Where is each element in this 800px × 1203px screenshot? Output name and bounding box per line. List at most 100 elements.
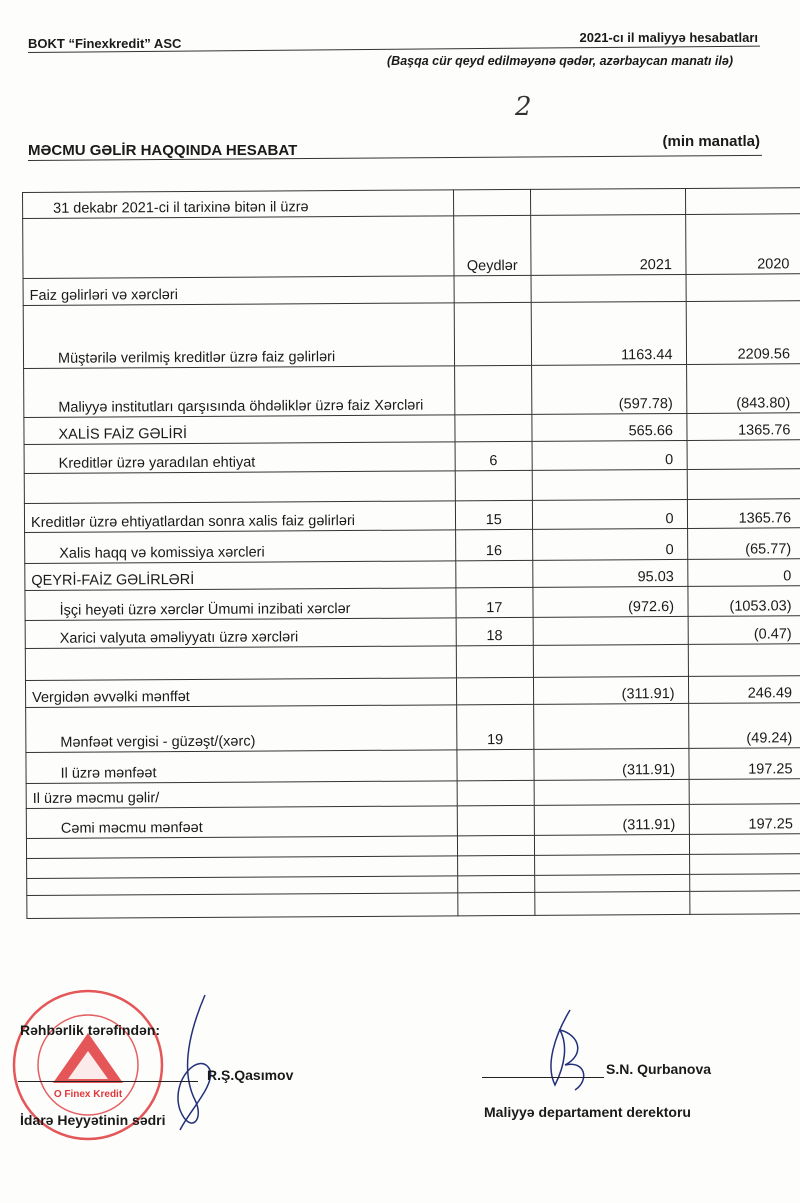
row-label: QEYRİ-FAİZ GƏLİRLƏRİ — [24, 560, 456, 591]
row-note: 17 — [455, 587, 533, 618]
table-row — [26, 890, 800, 919]
row-note: 18 — [455, 617, 533, 646]
row-value-2021 — [532, 616, 689, 646]
row-note — [454, 414, 532, 442]
row-note — [456, 749, 534, 781]
row-value-2021: 0 — [531, 440, 688, 471]
company-name: BOKT “Finexkredit” ASC — [28, 36, 182, 51]
signature-left — [177, 994, 212, 1131]
row-label: XALİS FAİZ GƏLİRİ — [23, 414, 455, 445]
row-label: İşçi heyəti üzrə xərclər Ümumi inzibati … — [24, 587, 456, 621]
column-header-2021: 2021 — [530, 214, 687, 276]
row-note — [457, 805, 535, 836]
left-signer-position: İdarə Heyyətinin sədri — [20, 1112, 166, 1128]
row-label: Vergidən əvvəlki mənffət — [25, 677, 457, 708]
income-statement-table: 31 dekabr 2021-ci il tarixinə bitən il ü… — [22, 187, 800, 919]
handwritten-page-number: 2 — [515, 92, 532, 122]
row-value-2021: (311.91) — [533, 676, 690, 705]
row-label — [26, 835, 458, 859]
row-note — [457, 835, 535, 856]
unit-label: (min manatla) — [662, 133, 760, 150]
row-label: Cəmi məcmu mənfəət — [26, 805, 458, 839]
row-note — [454, 302, 532, 366]
row-note — [457, 875, 535, 893]
period-label: 31 dekabr 2021-ci il tarixinə bitən il ü… — [22, 189, 454, 219]
row-value-2020 — [689, 778, 800, 805]
row-note — [453, 275, 531, 303]
row-note: 19 — [456, 704, 534, 750]
report-series: 2021-cı il maliyyə hesabatları — [579, 30, 759, 45]
row-value-2020: 1365.76 — [687, 498, 800, 529]
table-row: Müştərilə verilmiş kreditlər üzrə faiz g… — [23, 300, 800, 369]
row-note — [455, 560, 533, 588]
row-note — [454, 365, 532, 415]
row-value-2020 — [687, 468, 800, 500]
row-value-2020: (0.47) — [688, 615, 800, 645]
row-value-2021 — [533, 779, 690, 806]
row-note: 16 — [455, 529, 533, 561]
row-value-2020 — [686, 273, 800, 302]
row-value-2020: 246.49 — [688, 675, 800, 704]
row-value-2021: 0 — [532, 528, 689, 561]
row-value-2020: 197.25 — [689, 803, 800, 835]
row-value-2020: (1053.03) — [688, 585, 800, 617]
table-row — [25, 643, 800, 681]
row-value-2021 — [533, 703, 690, 750]
row-label: Il üzrə məcmu gəlir/ — [26, 780, 458, 809]
table-row: Maliyyə institutları qarşısında öhdəlikl… — [23, 363, 800, 418]
row-label — [24, 470, 456, 504]
table-row: Kreditlər üzrə ehtiyatlardan sonra xalis… — [24, 498, 800, 533]
row-value-2020 — [690, 853, 800, 875]
column-header-notes: Qeydlər — [453, 215, 531, 276]
row-value-2020 — [689, 833, 800, 855]
row-value-2020 — [688, 643, 800, 677]
row-value-2020 — [687, 439, 800, 470]
signature-right — [550, 1009, 585, 1091]
row-value-2021: (972.6) — [532, 586, 689, 618]
row-label — [26, 855, 458, 879]
company-stamp: O Finex Kredit — [12, 989, 164, 1141]
row-value-2021: 565.66 — [531, 413, 688, 442]
row-value-2020 — [690, 890, 800, 915]
right-signer-position: Maliyyə departament derektoru — [484, 1104, 691, 1120]
row-note: 6 — [454, 441, 532, 471]
row-note — [457, 892, 535, 916]
row-value-2021: 1163.44 — [530, 301, 688, 366]
column-header-row: Qeydlər 2021 2020 — [22, 213, 800, 279]
row-value-2021 — [532, 644, 689, 678]
row-value-2021 — [534, 834, 691, 856]
row-note: 15 — [455, 500, 533, 530]
row-value-2021: (311.91) — [533, 804, 690, 836]
row-value-2021 — [534, 891, 691, 916]
left-signer-name: R.Ş.Qasımov — [207, 1067, 294, 1083]
row-value-2020 — [690, 873, 800, 892]
row-value-2021: (597.78) — [531, 364, 688, 415]
table-row: Mənfəət vergisi - güzəşt/(xərc) 19 (49.24) — [25, 702, 800, 753]
row-label — [26, 892, 458, 919]
left-signature-line — [18, 1081, 198, 1082]
row-label: Kreditlər üzrə yaradılan ehtiyat — [24, 441, 456, 474]
row-value-2021 — [534, 854, 691, 876]
table-row: Cəmi məcmu mənfəət (311.91) 197.25 — [26, 803, 800, 839]
row-label: Il üzrə mənfəət — [25, 749, 457, 784]
row-label: Maliyyə institutları qarşısında öhdəlikl… — [23, 365, 455, 418]
row-label: Xalis haqq və komissiya xərcleri — [24, 529, 456, 564]
table-row — [24, 468, 800, 504]
row-value-2020: 2209.56 — [686, 300, 800, 365]
row-value-2021 — [534, 874, 691, 893]
row-label: Müştərilə verilmiş kreditlər üzrə faiz g… — [23, 302, 455, 369]
right-signer-name: S.N. Qurbanova — [606, 1061, 712, 1077]
column-header-2020: 2020 — [686, 213, 800, 275]
row-note — [456, 780, 534, 806]
row-value-2020: 1365.76 — [687, 412, 800, 441]
row-value-2020: 197.25 — [689, 747, 800, 780]
row-note — [456, 645, 534, 678]
row-label — [25, 645, 457, 681]
row-label: Faiz gəlirləri və xərcləri — [23, 275, 455, 306]
management-heading: Rəhbərlik tərəfindən: — [20, 1022, 161, 1038]
row-value-2020: (843.80) — [687, 363, 800, 414]
table-row: Il üzrə mənfəət (311.91) 197.25 — [25, 747, 800, 784]
row-label: Mənfəət vergisi - güzəşt/(xərc) — [25, 704, 457, 753]
table-row: İşçi heyəti üzrə xərclər Ümumi inzibati … — [24, 585, 800, 621]
row-value-2021: 95.03 — [532, 559, 689, 588]
